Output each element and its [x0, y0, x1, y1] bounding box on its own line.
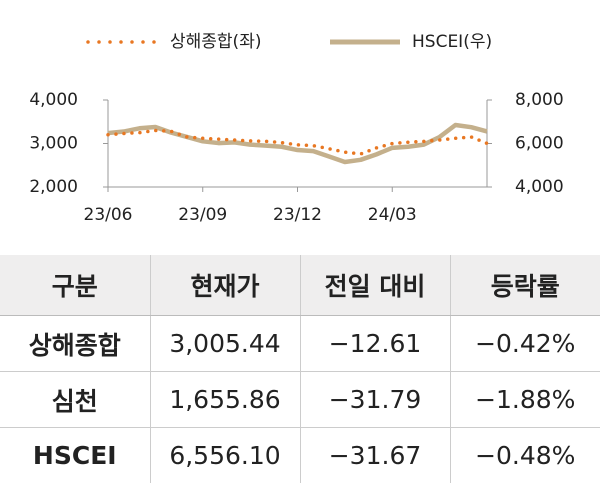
y-tick-label: 4,000 — [29, 90, 78, 110]
header-cell: 현재가 — [150, 255, 300, 316]
table-cell: 6,556.10 — [150, 428, 300, 483]
y-tick-label: 2,000 — [29, 177, 78, 197]
table-cell: HSCEI — [0, 428, 150, 483]
table-cell: −0.42% — [450, 316, 600, 372]
y2-tick-label: 8,000 — [515, 90, 564, 110]
legend-label: HSCEI(우) — [412, 32, 492, 52]
table-cell: −31.79 — [300, 372, 450, 428]
y2-tick-label: 4,000 — [515, 177, 564, 197]
table-cell: 3,005.44 — [150, 316, 300, 372]
table-cell: 1,655.86 — [150, 372, 300, 428]
table-cell: −12.61 — [300, 316, 450, 372]
x-tick-label: 23/12 — [273, 205, 322, 225]
table-cell: −31.67 — [300, 428, 450, 483]
chart: 4,000 3,000 2,000 8,000 6,000 4,000 23/06 23/09… — [0, 0, 600, 245]
table-cell: −1.88% — [450, 372, 600, 428]
x-tick-label: 23/09 — [178, 205, 227, 225]
table-cell: 상해종합 — [0, 316, 150, 372]
table-cell: −0.48% — [450, 428, 600, 483]
x-tick-label: 24/03 — [368, 205, 417, 225]
legend-label: 상해종합(좌) — [170, 32, 261, 52]
table-cell: 심천 — [0, 372, 150, 428]
y2-tick-label: 6,000 — [515, 134, 564, 154]
header-cell: 등락률 — [450, 255, 600, 316]
y-tick-label: 3,000 — [29, 134, 78, 154]
header-cell: 전일 대비 — [300, 255, 450, 316]
x-tick-label: 23/06 — [84, 205, 133, 225]
header-cell: 구분 — [0, 255, 150, 316]
